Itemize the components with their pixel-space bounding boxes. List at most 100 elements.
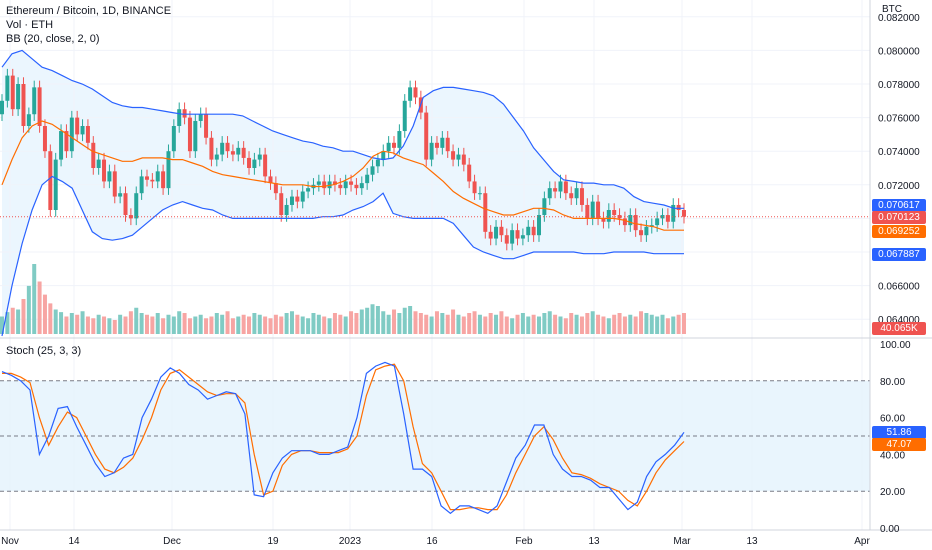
stoch-tick-label: 60.00: [880, 414, 905, 425]
candle-body: [349, 181, 354, 185]
volume-bar: [150, 316, 155, 334]
candle-body: [386, 142, 391, 152]
volume-bar: [671, 316, 676, 334]
volume-bar: [182, 313, 187, 334]
volume-bar: [69, 313, 74, 334]
volume-bar: [537, 316, 541, 334]
candle-body: [676, 204, 681, 210]
volume-badge: 40.065K: [872, 322, 926, 335]
candle-body: [461, 154, 466, 165]
candle-body: [107, 171, 112, 182]
stoch-k-badge: 51.86: [872, 426, 926, 439]
volume-bar: [601, 316, 606, 334]
candle-body: [596, 201, 601, 219]
price-tick-label: 0.072000: [878, 181, 920, 192]
candle-body: [80, 126, 85, 135]
stoch-k-line: [1, 361, 685, 515]
candle-body: [230, 151, 235, 155]
candle-body: [671, 204, 676, 222]
volume-bar: [542, 313, 547, 334]
volume-bar: [53, 309, 58, 334]
volume-bar: [236, 316, 241, 334]
volume-bar: [547, 311, 552, 334]
volume-legend[interactable]: Vol · ETH: [6, 19, 54, 31]
volume-bar: [42, 294, 47, 334]
candle-body: [252, 159, 257, 168]
volume-bar: [0, 316, 4, 334]
candle-body: [112, 171, 117, 197]
volume-bar: [64, 316, 69, 334]
volume-bar: [660, 314, 665, 334]
candle-body: [402, 100, 407, 132]
candle-body: [542, 198, 547, 216]
volume-bar: [526, 316, 531, 334]
volume-bar: [193, 316, 198, 334]
candle-body: [102, 159, 107, 182]
volume-bar: [59, 312, 64, 334]
candle-body: [284, 204, 289, 216]
candle-body: [472, 181, 477, 194]
volume-bar: [402, 307, 407, 334]
volume-bar: [515, 314, 520, 334]
volume-bar: [220, 314, 225, 334]
candle-body: [451, 151, 456, 160]
volume-bar: [370, 304, 375, 334]
volume-bar: [268, 318, 273, 334]
candle-body: [273, 183, 278, 194]
volume-bar: [504, 316, 509, 334]
candle-body: [633, 215, 638, 231]
volume-bar: [413, 311, 418, 334]
candle-body: [204, 114, 209, 138]
volume-bar: [48, 303, 53, 334]
candle-body: [85, 126, 90, 143]
volume-bar: [284, 313, 289, 334]
bb-legend[interactable]: BB (20, close, 2, 0): [6, 33, 100, 45]
candle-body: [144, 176, 149, 180]
candle-body: [0, 100, 4, 115]
price-unit: BTC: [882, 4, 902, 15]
volume-bar: [198, 314, 203, 334]
volume-bar: [166, 314, 171, 334]
candle-body: [209, 137, 214, 160]
stoch-tick-label: 20.00: [880, 487, 905, 498]
candle-body: [198, 114, 203, 121]
volume-bars: [0, 264, 686, 334]
stoch-tick-label: 100.00: [880, 340, 911, 351]
candle-body: [445, 137, 450, 152]
volume-bar: [456, 314, 461, 334]
volume-bar: [128, 311, 133, 334]
candle-body: [59, 131, 64, 160]
candle-body: [665, 215, 670, 222]
volume-bar: [585, 313, 590, 334]
volume-bar: [440, 313, 445, 334]
stoch-legend[interactable]: Stoch (25, 3, 3): [6, 345, 82, 357]
volume-bar: [306, 318, 311, 334]
volume-bar: [118, 314, 123, 334]
price-tick-label: 0.074000: [878, 147, 920, 158]
volume-bar: [316, 314, 321, 334]
volume-bar: [386, 314, 391, 334]
symbol-legend[interactable]: Ethereum / Bitcoin, 1D, BINANCE: [6, 5, 172, 17]
candle-body: [628, 215, 633, 226]
volume-bar: [161, 318, 166, 334]
volume-bar: [16, 309, 21, 334]
bollinger-lines: [0, 49, 870, 337]
volume-bar: [139, 313, 144, 334]
volume-bar: [107, 318, 112, 334]
candle-body: [177, 109, 182, 126]
candle-body: [526, 226, 531, 236]
volume-bar: [649, 314, 654, 334]
volume-bar: [75, 314, 80, 334]
candle-body: [375, 159, 380, 167]
stoch-tick-label: 0.00: [880, 524, 900, 535]
candle-body: [42, 126, 47, 152]
candle-body: [563, 181, 568, 194]
volume-bar: [209, 316, 214, 334]
candle-body: [69, 117, 74, 152]
volume-bar: [472, 311, 477, 334]
candle-body: [510, 230, 515, 244]
candle-body: [161, 171, 166, 189]
volume-bar: [445, 314, 450, 334]
volume-bar: [622, 316, 627, 334]
